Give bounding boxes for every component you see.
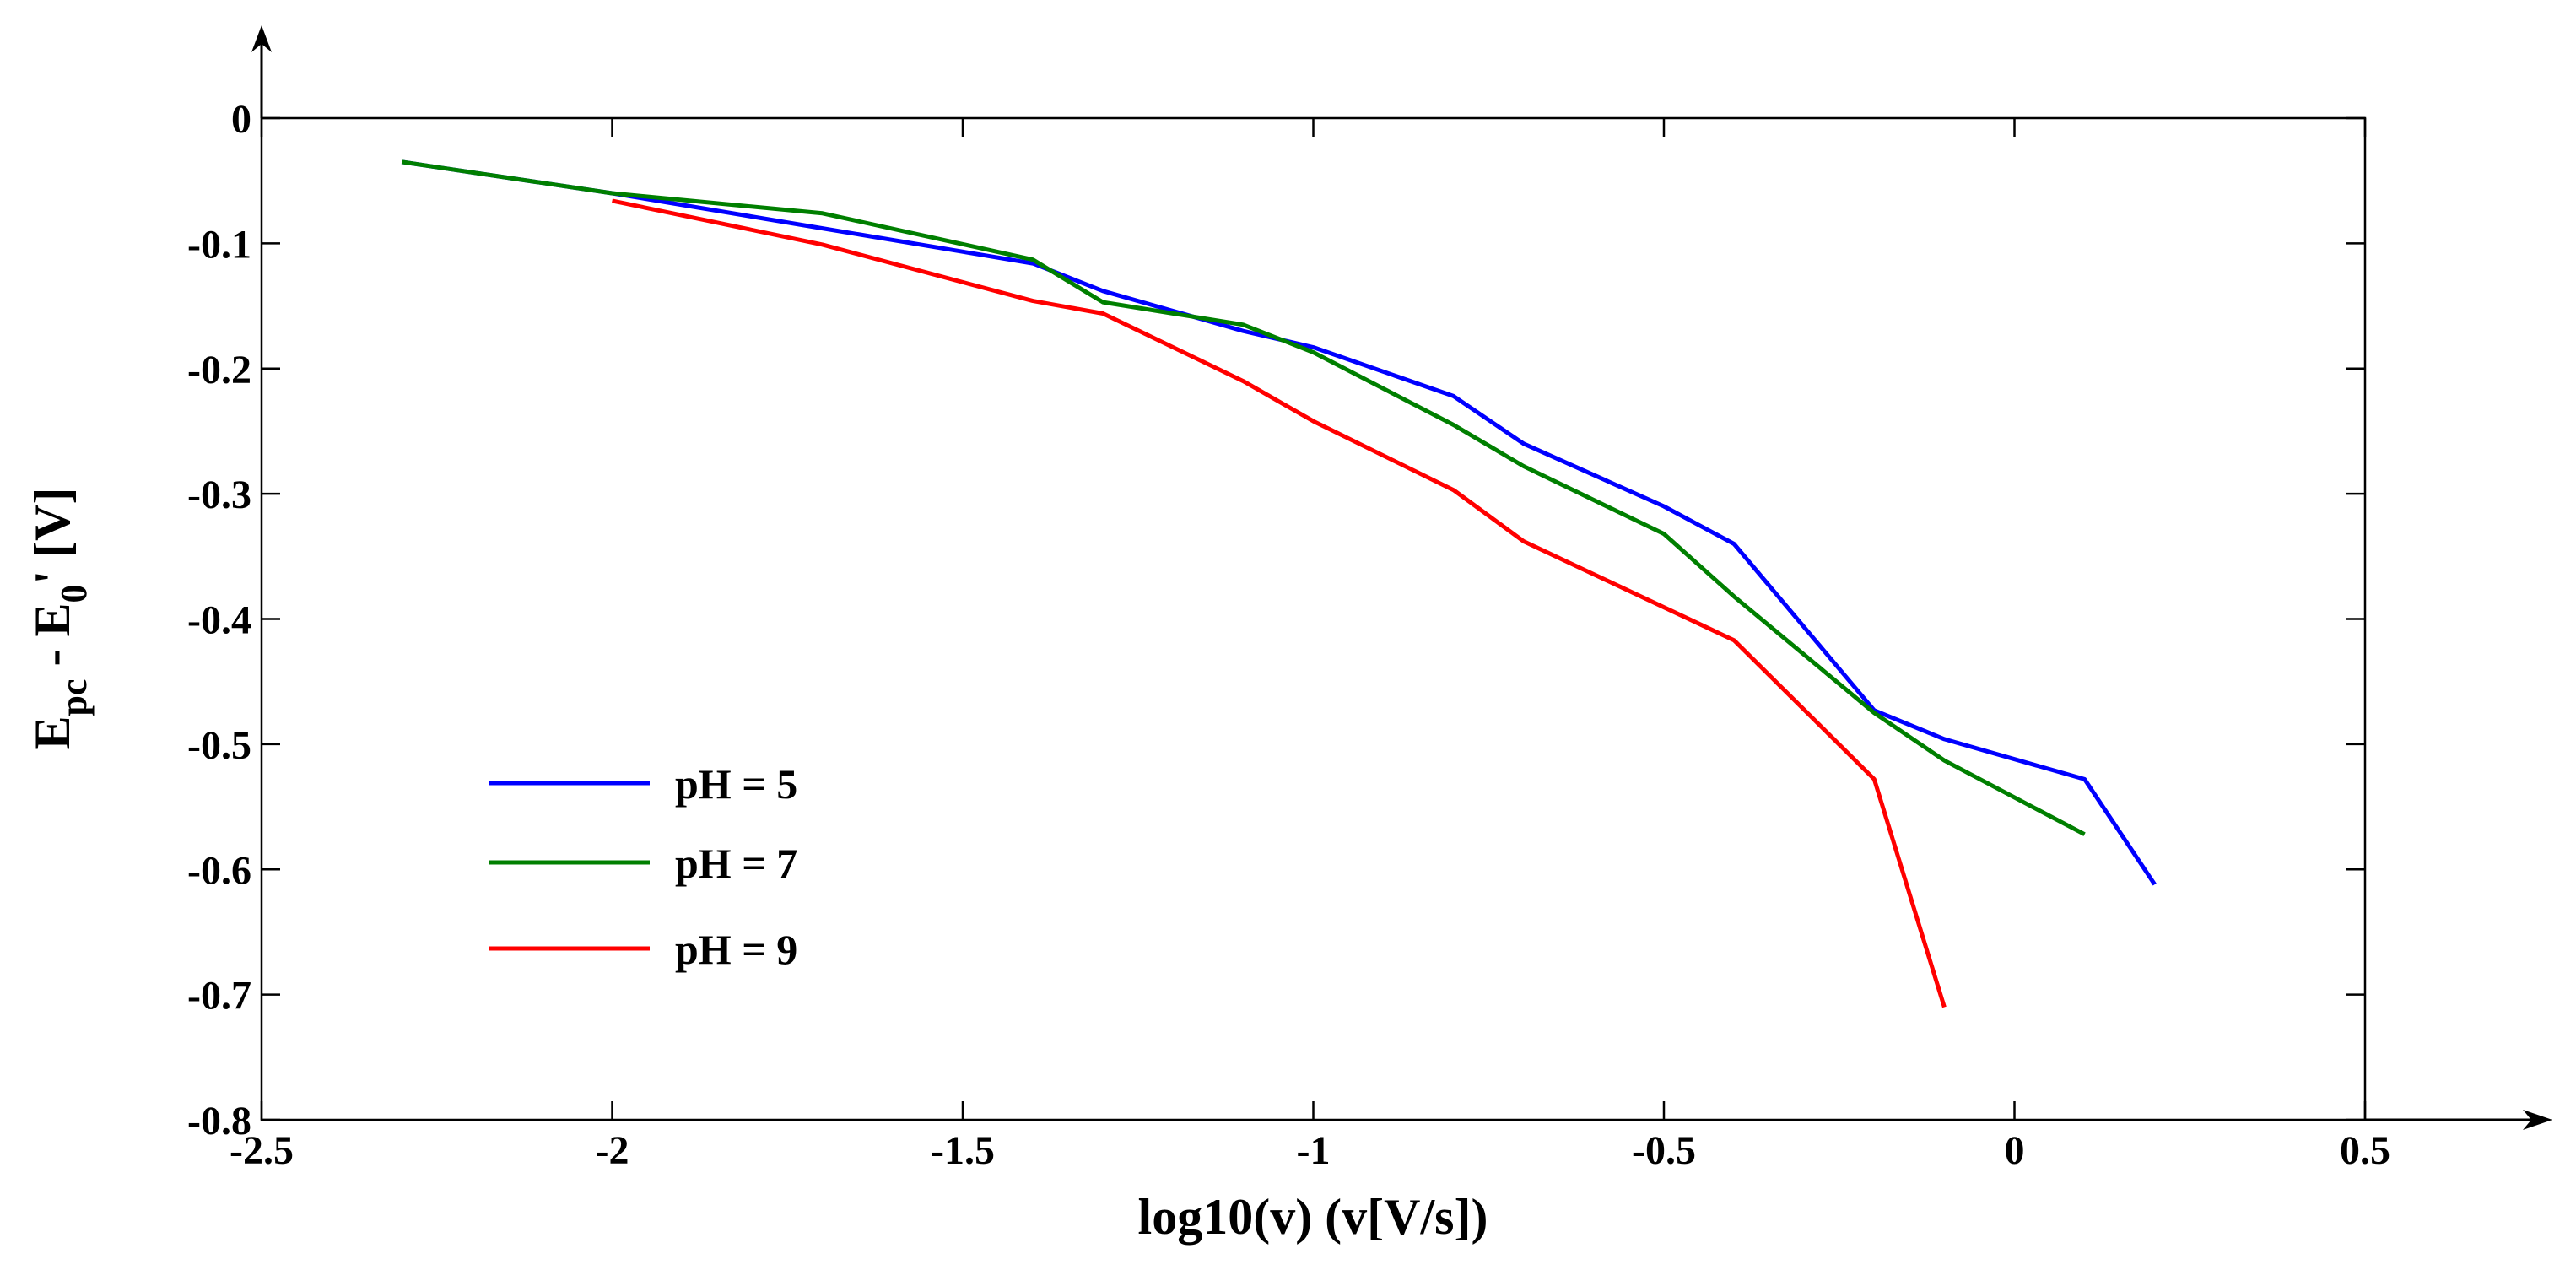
series-lines	[401, 159, 2157, 1008]
x-tick-label: -1.5	[931, 1128, 995, 1173]
y-tick-label: -0.5	[187, 723, 251, 768]
y-tick-label: 0	[231, 97, 251, 142]
series-line-ph-7	[401, 159, 2086, 836]
y-axis-label-main: E	[24, 716, 80, 749]
y-axis-label-end: ' [V]	[24, 488, 80, 585]
y-tick-label: -0.3	[187, 473, 251, 517]
legend: pH = 5 pH = 7 pH = 9	[489, 760, 797, 973]
x-tick-label: -2.5	[230, 1128, 294, 1173]
y-axis-arrowhead	[251, 25, 272, 52]
y-tick-label: -0.8	[187, 1099, 251, 1143]
x-axis-label: log10(v) (v[V/s])	[1138, 1189, 1488, 1245]
y-axis-label-sub1: pc	[53, 678, 95, 716]
y-tick-label: -0.1	[187, 222, 251, 267]
y-axis-label-middle: - E	[24, 603, 80, 678]
x-tick-label: -1	[1297, 1128, 1331, 1173]
series-line-ph-5	[401, 159, 2157, 886]
ticks	[260, 116, 2367, 1121]
legend-label-ph7: pH = 7	[675, 840, 797, 887]
x-tick-label: -0.5	[1632, 1128, 1696, 1173]
tick-labels: -2.5 -2 -1.5 -1 -0.5 0 0.5 0 -0.1 -0.2 -0.3 -0.4 -0.…	[187, 97, 2390, 1173]
y-tick-label: -0.6	[187, 848, 251, 893]
series-line-ph-9	[611, 198, 1947, 1008]
y-axis-label: Epc - E0' [V]	[24, 488, 95, 750]
y-axis-label-sub2: 0	[53, 584, 95, 603]
y-tick-label: -0.4	[187, 598, 251, 643]
x-tick-label: -2	[596, 1128, 629, 1173]
x-axis-arrowhead	[2523, 1110, 2552, 1130]
legend-label-ph9: pH = 9	[675, 926, 797, 973]
x-tick-label: 0	[2005, 1128, 2025, 1173]
y-tick-label: -0.2	[187, 348, 251, 392]
plot-frame	[260, 116, 2367, 1121]
legend-label-ph5: pH = 5	[675, 760, 797, 808]
y-tick-label: -0.7	[187, 974, 251, 1019]
x-tick-label: 0.5	[2340, 1128, 2390, 1173]
